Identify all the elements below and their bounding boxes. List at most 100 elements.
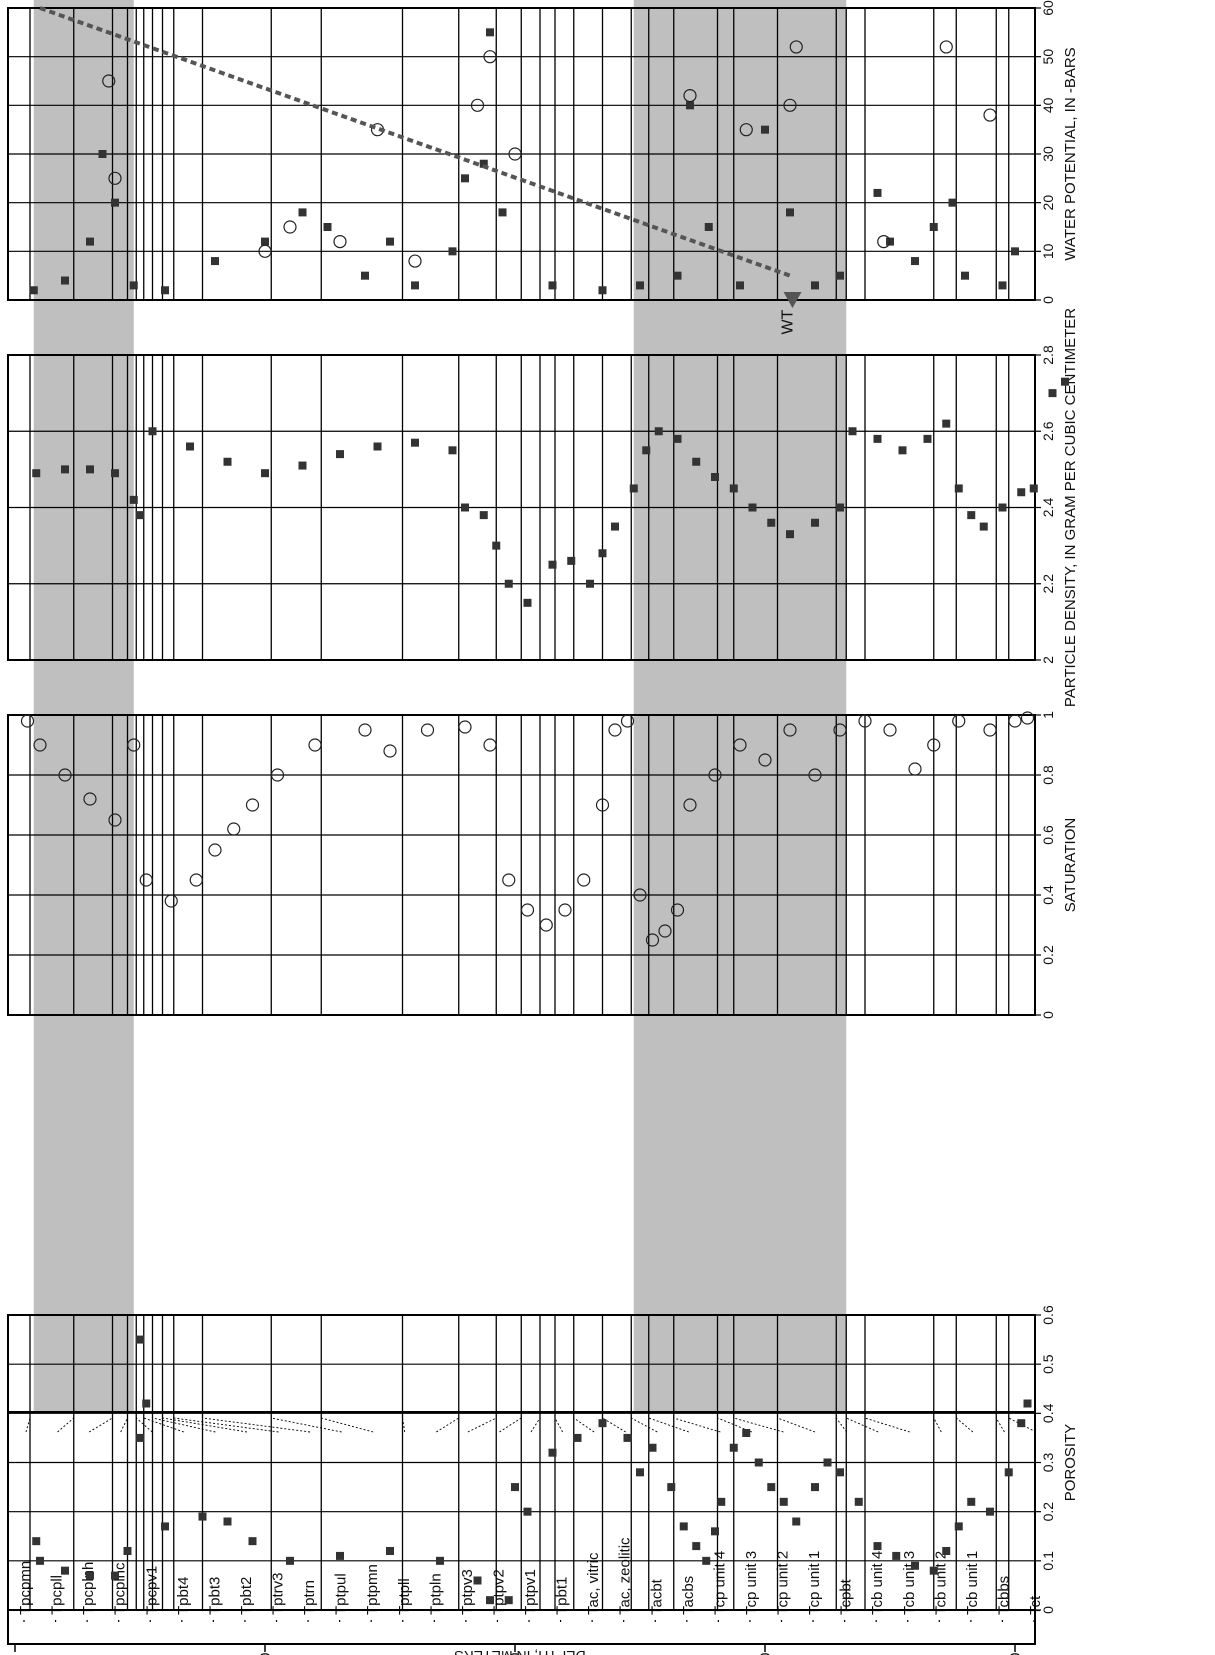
data-point [939,40,953,54]
axis-tick-label: 0.6 [1040,825,1056,845]
data-point [786,530,794,539]
unit-leader [467,1417,497,1433]
unit-name: Tptrn [301,1580,318,1615]
data-point [704,223,713,231]
data-point [983,108,997,122]
data-point [577,873,591,887]
data-point [883,723,897,737]
data-point [32,1537,41,1546]
data-point [248,1537,257,1546]
data-point [811,281,819,290]
data-point [636,281,644,290]
unit-leader [88,1417,113,1433]
data-point [892,1551,901,1560]
data-point [258,244,272,258]
data-point [548,281,557,290]
data-point [123,1547,132,1555]
data-point [102,74,116,88]
data-point [854,1497,863,1506]
unit-leader [57,1417,75,1433]
data-point [298,208,307,217]
data-point [692,457,701,466]
data-point [808,768,822,782]
data-point [873,188,882,197]
data-point [461,503,469,512]
data-point [408,254,422,268]
data-point [86,465,94,474]
unit-label: Tcp unit 4 [673,1417,728,1622]
unit-leader [271,1417,342,1433]
unit-leader [321,1417,374,1433]
data-point [686,101,694,110]
depth-tick-label: 200 [257,1652,274,1655]
axis-tick-label: 2.2 [1040,574,1056,594]
data-point [986,1507,994,1516]
unit-label: Tcp unit 3 [717,1417,760,1622]
data-point [929,223,938,231]
data-point [954,484,963,493]
data-point [1061,377,1069,386]
unit-name: Tpcplnh [80,1562,97,1615]
data-point [198,1512,207,1521]
data-point [711,473,719,481]
unit-label: Tac, vitric [573,1417,602,1622]
unit-leader [864,1417,910,1433]
data-point [998,281,1007,290]
depth-tick-label: 400 [507,1652,524,1655]
unit-leader [955,1417,974,1433]
unit-name: Tptpln [427,1573,444,1615]
data-point [952,714,966,728]
data-point [86,1571,94,1580]
data-point [1008,714,1022,728]
unit-name: Tpbt2 [238,1577,255,1615]
data-point [420,723,435,737]
data-point [261,469,269,478]
unit-leader [602,1417,626,1433]
axis-tick-label: 50 [1040,49,1056,65]
unit-label: Tacbt [631,1417,665,1622]
axis-label: SATURATION [1062,818,1079,912]
data-point [186,442,194,451]
water-table-symbol [783,292,802,308]
data-point [479,159,488,168]
unit-leader [202,1417,311,1433]
data-point [29,286,38,295]
data-point [623,1433,632,1442]
data-point [1017,488,1026,497]
data-point [908,762,922,776]
data-point [729,1443,738,1452]
axis-tick-label: 0.3 [1040,1453,1056,1473]
unit-leader [835,1417,847,1433]
unit-leader [777,1417,816,1433]
panel-porosity: 0 0.1 0.2 0.3 0.4 0.5 0.6 POROSITY [7,1305,1079,1614]
unit-name: Tptpul [333,1573,350,1615]
axis-tick-label: 0.1 [1040,1551,1056,1571]
data-point [86,237,94,246]
data-point [679,1522,688,1531]
data-point [573,1433,582,1442]
data-point [654,427,663,436]
data-point [598,1419,607,1428]
unit-label: Tptpll [396,1417,413,1622]
unit-name: Tcp unit 1 [806,1551,823,1615]
data-point [683,88,697,103]
data-point [792,1517,801,1526]
data-point [136,1335,144,1344]
data-point [848,427,857,436]
unit-leader [499,1417,522,1433]
trend-line [39,6,791,278]
unit-labels: Tpcpmn Tpcpll Tpcplnh Tpcplnc Tpcpv1 Tpbt4 Tpb… [17,1417,1044,1622]
data-point [111,1571,119,1580]
unit-label: Tcb unit 2 [932,1417,949,1622]
data-point [658,924,672,938]
data-point [811,518,819,527]
data-point [20,714,35,728]
axis-label: POROSITY [1062,1424,1079,1502]
unit-label: Tptpln [427,1417,459,1622]
data-point [111,198,119,207]
data-point [511,1483,519,1492]
data-point [211,257,219,266]
data-point [767,518,776,527]
data-point [942,1547,951,1555]
data-point [136,511,144,520]
